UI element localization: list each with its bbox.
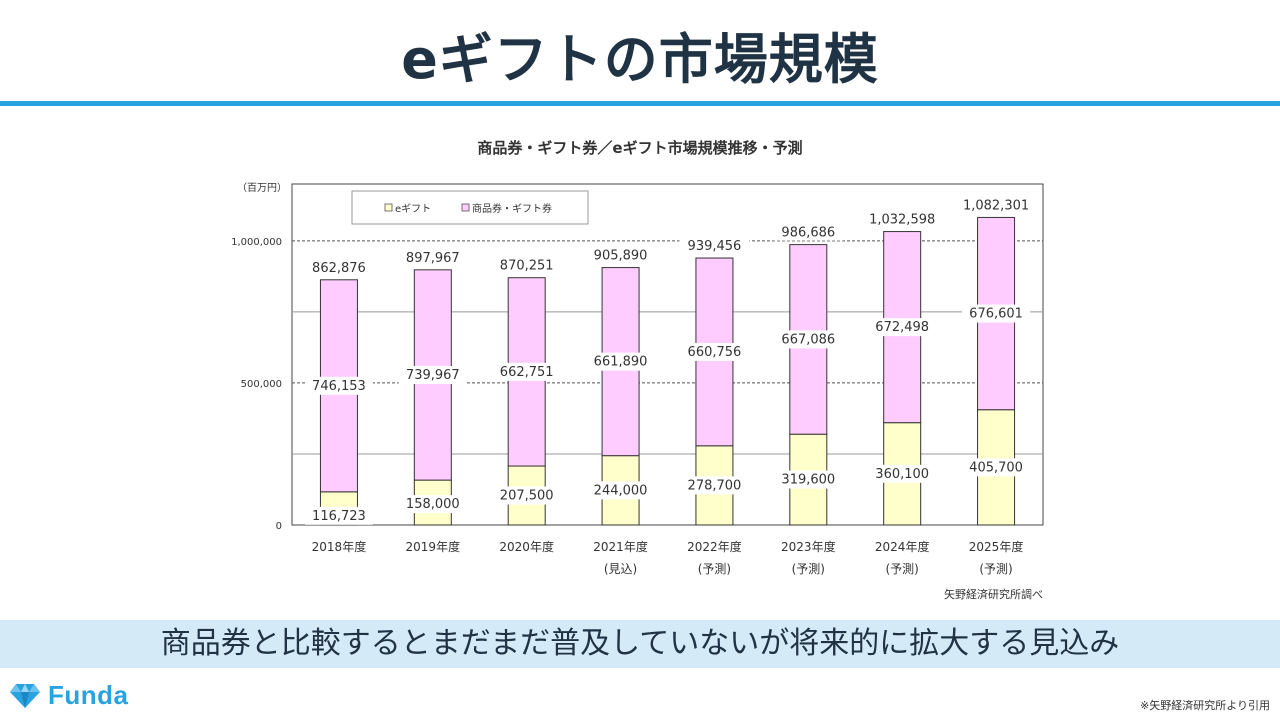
- total-label: 862,876: [312, 261, 366, 276]
- logo-text: Funda: [48, 679, 129, 710]
- data-label-bg: [680, 342, 749, 361]
- caption-band: 商品券と比較するとまだまだ普及していないが将来的に拡大する見込み: [0, 620, 1280, 668]
- x-tick-note: (予測): [792, 562, 825, 576]
- data-label-egift: 207,500: [500, 489, 554, 504]
- y-axis-label: （百万円）: [237, 182, 287, 194]
- data-label-egift: 116,723: [312, 509, 366, 524]
- total-label: 905,890: [594, 249, 648, 264]
- y-tick-label: 0: [276, 521, 282, 532]
- total-label-bg: [491, 256, 562, 274]
- y-tick-label: 500,000: [241, 379, 282, 390]
- total-label-bg: [585, 246, 656, 264]
- x-tick-label: 2024年度: [875, 539, 930, 554]
- total-label: 986,686: [781, 226, 835, 241]
- slide-title: eギフトの市場規模: [401, 28, 879, 91]
- x-tick-note: (予測): [698, 562, 731, 576]
- legend-label: eギフト: [395, 203, 431, 215]
- data-label-giftcard: 661,890: [594, 355, 648, 370]
- data-label-bg: [962, 458, 1031, 477]
- data-label-bg: [680, 476, 749, 495]
- total-label: 1,032,598: [869, 213, 935, 228]
- data-label-bg: [492, 362, 561, 381]
- data-label-bg: [398, 365, 467, 384]
- total-label-bg: [953, 196, 1040, 214]
- data-label-egift: 158,000: [406, 497, 460, 512]
- legend-label: 商品券・ギフト券: [472, 202, 552, 215]
- x-tick-label: 2018年度: [312, 539, 367, 554]
- x-tick-note: (見込): [604, 562, 637, 576]
- data-label-bg: [586, 352, 655, 371]
- funda-logo: Funda: [8, 678, 129, 712]
- data-label-giftcard: 676,601: [969, 307, 1023, 322]
- total-label-bg: [397, 248, 468, 266]
- data-label-egift: 244,000: [594, 483, 648, 498]
- data-label-bg: [304, 506, 373, 525]
- x-tick-label: 2025年度: [969, 539, 1024, 554]
- chart-source: 矢野経済研究所調べ: [944, 587, 1043, 601]
- data-label-giftcard: 662,751: [500, 365, 554, 380]
- data-label-egift: 319,600: [781, 473, 835, 488]
- data-label-giftcard: 746,153: [312, 379, 366, 394]
- legend-swatch: [461, 203, 470, 212]
- data-label-bg: [586, 481, 655, 500]
- data-label-bg: [962, 304, 1031, 323]
- data-label-giftcard: 660,756: [688, 345, 742, 360]
- data-label-giftcard: 667,086: [781, 332, 835, 347]
- data-label-giftcard: 739,967: [406, 368, 460, 383]
- chart-title: 商品券・ギフト券／eギフト市場規模推移・予測: [477, 139, 803, 157]
- x-tick-label: 2021年度: [593, 539, 648, 554]
- total-label-bg: [859, 210, 946, 228]
- caption-text: 商品券と比較するとまだまだ普及していないが将来的に拡大する見込み: [160, 626, 1120, 661]
- total-label: 897,967: [406, 251, 460, 266]
- source-footnote: ※矢野経済研究所より引用: [1140, 699, 1270, 712]
- x-tick-label: 2019年度: [406, 539, 461, 554]
- data-label-giftcard: 672,498: [875, 320, 929, 335]
- x-tick-label: 2023年度: [781, 539, 836, 554]
- x-tick-note: (予測): [979, 562, 1012, 576]
- total-label: 870,251: [500, 259, 554, 274]
- data-label-bg: [774, 470, 843, 489]
- data-label-bg: [304, 376, 373, 395]
- data-label-egift: 360,100: [875, 467, 929, 482]
- x-tick-label: 2020年度: [499, 539, 554, 554]
- total-label: 939,456: [688, 239, 742, 254]
- total-label: 1,082,301: [963, 198, 1029, 213]
- total-label-bg: [679, 237, 750, 255]
- legend-swatch: [384, 203, 393, 212]
- x-tick-note: (予測): [886, 562, 919, 576]
- total-label-bg: [773, 223, 844, 241]
- y-tick-label: 1,000,000: [231, 237, 282, 248]
- data-label-bg: [868, 464, 937, 483]
- total-label-bg: [303, 258, 374, 276]
- data-label-bg: [492, 486, 561, 505]
- diamond-logo-icon: [10, 684, 40, 708]
- x-tick-label: 2022年度: [687, 539, 742, 554]
- data-label-bg: [398, 495, 467, 514]
- data-label-egift: 278,700: [688, 478, 742, 493]
- data-label-bg: [868, 318, 937, 337]
- data-label-bg: [774, 330, 843, 349]
- title-divider: [0, 101, 1280, 106]
- data-label-egift: 405,700: [969, 460, 1023, 475]
